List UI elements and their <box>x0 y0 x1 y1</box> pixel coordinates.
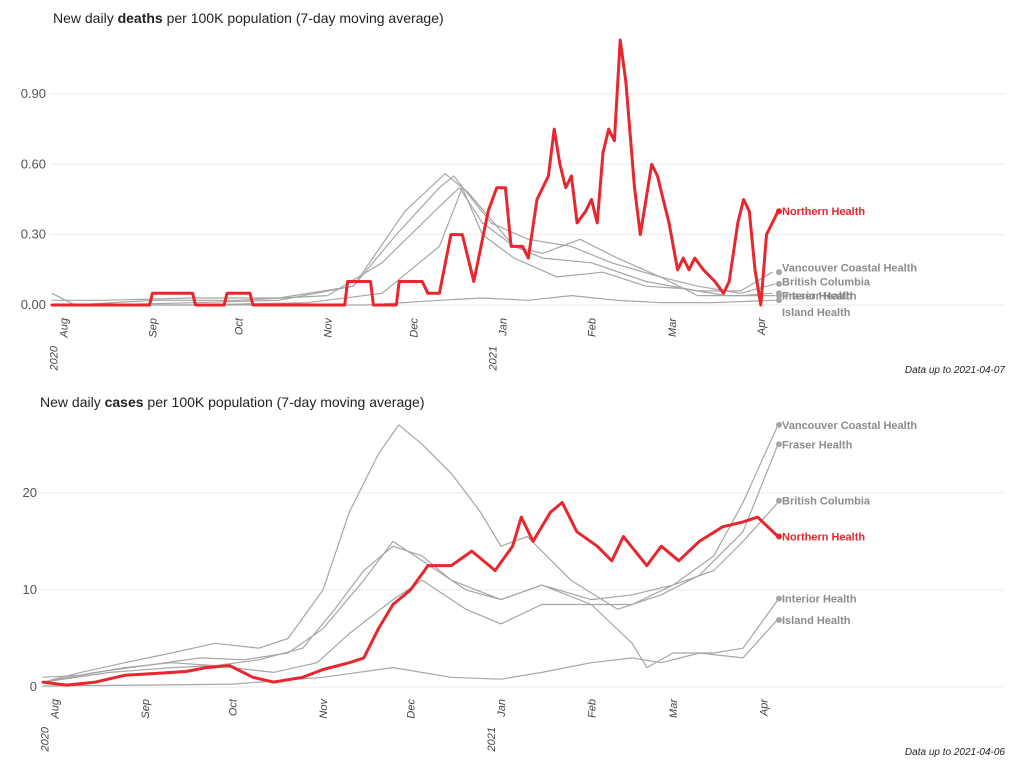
data-caption: Data up to 2021-04-07 <box>905 365 1006 376</box>
x-tick-label: Mar <box>667 317 679 337</box>
x-tick-label: Oct <box>228 698 240 716</box>
x-tick: Mar <box>667 317 679 337</box>
y-tick-label: 0 <box>30 679 37 694</box>
x-tick-label: Apr <box>756 317 768 336</box>
x-tick-label: Apr <box>758 698 770 717</box>
x-tick-label: Sep <box>140 699 152 719</box>
series-line-northern-health <box>50 38 780 307</box>
chart-title: New daily cases per 100K population (7-d… <box>40 394 424 410</box>
x-tick-year: 2021 <box>488 346 500 371</box>
series-line-fraser-health <box>42 424 779 683</box>
series-line-interior-health <box>51 187 776 306</box>
x-tick: Nov <box>322 317 334 338</box>
x-tick-label: Jan <box>496 699 508 718</box>
y-tick-label: 0.30 <box>21 227 46 242</box>
series-end-label: Northern Health <box>782 532 865 544</box>
deaths-chart: New daily deaths per 100K population (7-… <box>21 10 1006 376</box>
x-tick: Oct <box>234 317 246 335</box>
chart-title-pre: New daily <box>53 10 118 26</box>
end-point <box>776 421 782 428</box>
x-tick: Dec <box>409 318 421 338</box>
x-tick-label: Feb <box>586 318 598 337</box>
x-tick: Jan 2021 <box>488 318 510 371</box>
series-end-label: British Columbia <box>782 496 871 508</box>
chart-title: New daily deaths per 100K population (7-… <box>53 10 444 26</box>
y-tick-label: 0.90 <box>21 86 46 101</box>
x-tick: Mar <box>668 698 680 718</box>
x-tick: Feb <box>586 699 598 718</box>
end-point <box>776 595 782 602</box>
y-tick-label: 0.60 <box>21 156 46 171</box>
series-end-label: Island Health <box>782 307 851 319</box>
chart-title-metric: cases <box>105 394 144 410</box>
chart-title-post: per 100K population (7-day moving averag… <box>163 10 444 26</box>
series-end-label: Vancouver Coastal Health <box>782 262 917 274</box>
x-tick-label: Aug <box>50 698 62 719</box>
x-tick-label: Jan <box>498 318 510 337</box>
x-tick-year: 2020 <box>40 726 52 752</box>
series-end-label: Interior Health <box>782 291 857 303</box>
chart-title-post: per 100K population (7-day moving averag… <box>144 394 425 410</box>
series-end-label: British Columbia <box>782 277 871 289</box>
series-line-interior-health <box>42 579 779 683</box>
x-tick-label: Dec <box>406 699 418 719</box>
x-tick: Jan 2021 <box>486 699 508 752</box>
x-tick-label: Mar <box>668 698 680 718</box>
end-point <box>776 617 782 624</box>
series-line-island-health <box>42 618 779 687</box>
x-tick: Nov <box>318 698 330 719</box>
x-tick-label: Dec <box>409 318 421 338</box>
x-tick: Apr <box>758 698 770 717</box>
x-tick: Sep <box>147 318 159 338</box>
end-point <box>776 533 782 540</box>
end-point <box>776 208 782 215</box>
end-point <box>776 297 782 304</box>
series-line-british-columbia <box>51 175 776 301</box>
series-line-british-columbia <box>42 501 779 683</box>
series-end-label: Northern Health <box>782 206 865 218</box>
end-point <box>776 280 782 287</box>
series-end-label: Island Health <box>782 615 851 627</box>
x-tick-label: Oct <box>234 317 246 335</box>
x-tick-year: 2021 <box>486 727 498 752</box>
end-point <box>776 292 782 299</box>
x-tick: Dec <box>406 699 418 719</box>
end-point <box>776 269 782 276</box>
chart-title-metric: deaths <box>118 10 163 26</box>
x-tick-label: Aug <box>58 317 70 338</box>
series-end-label: Fraser Health <box>782 291 853 303</box>
data-caption: Data up to 2021-04-06 <box>905 747 1006 758</box>
x-tick: Aug 2020 <box>48 317 70 371</box>
series-end-label: Vancouver Coastal Health <box>782 420 917 432</box>
x-tick-label: Feb <box>586 699 598 718</box>
series-line-island-health <box>51 295 776 306</box>
x-tick-label: Nov <box>318 698 330 719</box>
x-tick: Aug 2020 <box>40 698 62 752</box>
end-point <box>776 497 782 504</box>
x-tick-label: Sep <box>147 318 159 338</box>
series-end-label: Interior Health <box>782 594 857 606</box>
y-tick-label: 0.00 <box>21 297 46 312</box>
x-tick-year: 2020 <box>48 345 60 371</box>
series-end-label: Fraser Health <box>782 439 853 451</box>
x-tick: Oct <box>228 698 240 716</box>
x-tick-label: Nov <box>322 317 334 338</box>
y-tick-label: 10 <box>23 582 37 597</box>
x-tick: Feb <box>586 318 598 337</box>
y-tick-label: 20 <box>23 485 37 500</box>
x-tick: Sep <box>140 699 152 719</box>
series-line-fraser-health <box>51 173 773 306</box>
series-line-northern-health <box>41 501 780 687</box>
chart-title-pre: New daily <box>40 394 105 410</box>
cases-chart: New daily cases per 100K population (7-d… <box>23 394 1006 758</box>
x-tick: Apr <box>756 317 768 336</box>
end-point <box>776 441 782 448</box>
